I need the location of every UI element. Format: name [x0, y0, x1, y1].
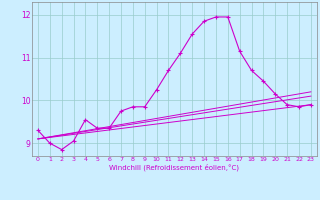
X-axis label: Windchill (Refroidissement éolien,°C): Windchill (Refroidissement éolien,°C) — [109, 164, 239, 171]
